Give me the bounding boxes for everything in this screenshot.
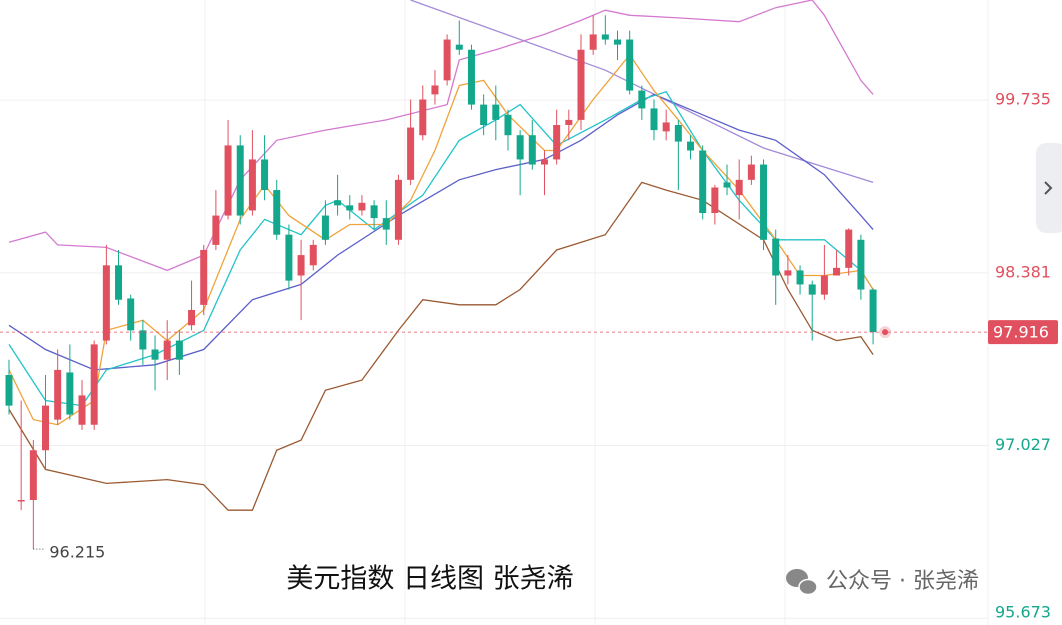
candle-body	[820, 275, 828, 295]
candle-body	[419, 99, 427, 136]
candle-body	[869, 289, 877, 333]
wechat-icon	[786, 569, 818, 596]
side-toggle[interactable]	[1036, 143, 1062, 233]
candle-body	[407, 127, 415, 180]
candle-body	[638, 90, 646, 109]
candle-body	[626, 39, 634, 91]
candle-body	[115, 265, 123, 300]
candle-body	[285, 234, 293, 281]
candle-body	[78, 395, 86, 425]
candle-body	[553, 125, 561, 160]
candle-body	[467, 49, 475, 105]
candle-body	[455, 44, 463, 50]
candle-body	[212, 215, 220, 245]
candle-body	[674, 125, 682, 142]
y-tick-label: 98.381	[995, 262, 1051, 281]
candle-body	[760, 164, 768, 240]
y-tick-label: 99.735	[995, 90, 1051, 109]
candle-body	[102, 265, 110, 341]
candle-body	[188, 309, 196, 326]
current-price-label: 97.916	[993, 323, 1049, 342]
candle-body	[5, 375, 13, 406]
candle-body	[699, 150, 707, 214]
candle-body	[577, 49, 585, 120]
candle-body	[370, 205, 378, 219]
candle-body	[261, 159, 269, 191]
candle-body	[589, 34, 597, 50]
candle-body	[833, 267, 841, 276]
candle-body	[650, 108, 658, 131]
candle-body	[480, 104, 488, 125]
candle-body	[382, 218, 390, 230]
candle-body	[151, 349, 159, 360]
candle-body	[528, 135, 536, 165]
candle-body	[321, 215, 329, 240]
candle-body	[224, 145, 232, 216]
candle-body	[236, 145, 244, 216]
candle-body	[808, 284, 816, 295]
candle-body	[687, 141, 695, 151]
candle-body	[431, 85, 439, 95]
candle-body	[735, 179, 743, 196]
candle-body	[723, 182, 731, 188]
candle-body	[309, 244, 317, 266]
candle-body	[248, 159, 256, 211]
watermark: 公众号 · 张尧浠	[826, 569, 979, 594]
candle-body	[540, 159, 548, 165]
candle-body	[66, 372, 74, 415]
indicator-line	[8, 0, 874, 272]
candle-body	[297, 255, 305, 276]
candle-body	[127, 298, 135, 331]
candle-body	[273, 190, 281, 235]
candle-body	[90, 344, 98, 425]
vertical-grid	[204, 0, 989, 625]
low-label: 96.215	[49, 543, 105, 562]
caption: 美元指数 日线图 张尧浠	[286, 564, 573, 595]
candle-body	[358, 202, 366, 211]
candle-body	[711, 187, 719, 214]
candle-body	[565, 119, 573, 125]
candle-body	[784, 270, 792, 276]
candle-body	[29, 450, 37, 500]
candle-body	[443, 39, 451, 81]
y-tick-label: 95.673	[995, 603, 1051, 622]
candle-body	[516, 135, 524, 160]
candle-body	[614, 39, 621, 45]
candle-body	[334, 200, 342, 206]
candle-body	[175, 340, 183, 360]
candle-body	[139, 330, 147, 350]
indicator-line	[410, 0, 874, 184]
candle-body	[200, 250, 208, 305]
candle-body	[54, 369, 62, 420]
candle-body	[504, 114, 512, 136]
candle-body	[796, 270, 804, 285]
current-dot	[882, 329, 889, 336]
candle-body	[662, 122, 670, 132]
candle-body	[857, 239, 865, 290]
candle-body	[163, 340, 171, 360]
candle-body	[42, 405, 50, 451]
candle-body	[747, 164, 755, 180]
candle-body	[601, 34, 609, 40]
current-price-box	[988, 320, 1058, 345]
candle-body	[17, 500, 25, 502]
candle-body	[772, 238, 780, 276]
candle-body	[492, 104, 500, 120]
candle-body	[394, 179, 402, 240]
indicator-line	[8, 53, 874, 426]
indicator-line	[8, 91, 874, 407]
candle-body	[346, 205, 354, 211]
candle-body	[845, 229, 853, 268]
y-tick-label: 97.027	[995, 435, 1051, 454]
indicator-line	[8, 181, 874, 511]
indicator-line	[8, 93, 874, 371]
